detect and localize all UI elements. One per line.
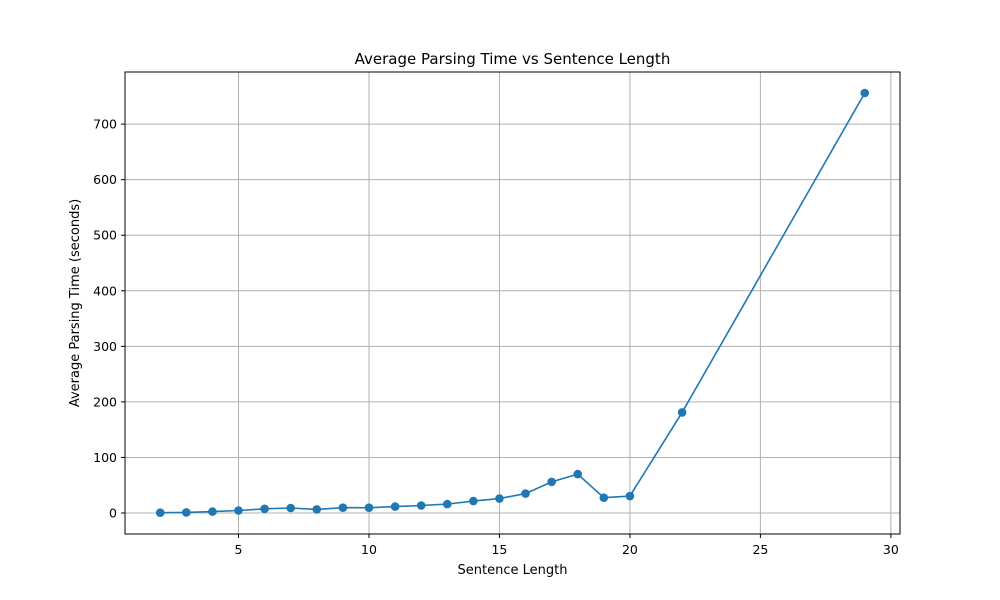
data-point — [208, 507, 217, 516]
y-tick-label: 700 — [93, 117, 117, 132]
grid — [125, 72, 900, 534]
y-tick-label: 500 — [93, 228, 117, 243]
data-point — [469, 496, 478, 506]
plot-frame — [124, 71, 901, 535]
x-tick-label: 30 — [883, 542, 899, 557]
x-tick-label: 10 — [361, 542, 377, 557]
y-tick-label: 400 — [93, 283, 117, 298]
data-point — [182, 508, 191, 517]
data-point — [495, 494, 504, 503]
chart-title: Average Parsing Time vs Sentence Length — [355, 50, 671, 68]
x-axis-label: Sentence Length — [458, 563, 568, 578]
y-tick-label: 300 — [93, 339, 117, 354]
data-point — [338, 503, 348, 513]
data-point — [260, 504, 269, 514]
data-point — [390, 502, 400, 511]
data-point — [155, 508, 165, 518]
data-point — [677, 408, 687, 417]
x-tick-label: 20 — [622, 542, 638, 557]
y-axis-label: Average Parsing Time (seconds) — [68, 199, 83, 407]
y-tick-label: 0 — [109, 506, 117, 521]
y-tick-label: 200 — [93, 394, 117, 409]
x-tick-label: 15 — [491, 542, 507, 557]
y-tick-label: 600 — [93, 172, 117, 187]
series-line-group — [155, 88, 870, 518]
data-point — [442, 499, 452, 509]
data-point — [416, 501, 426, 510]
data-point — [860, 88, 870, 98]
data-point — [573, 469, 583, 479]
x-tick-label: 25 — [752, 542, 768, 557]
data-point — [547, 477, 556, 487]
data-point — [286, 503, 295, 513]
data-point — [312, 505, 322, 514]
x-tick-label: 5 — [235, 542, 243, 557]
data-point — [521, 489, 530, 498]
data-point — [364, 503, 374, 513]
data-point — [625, 491, 635, 501]
series-line-0 — [160, 92, 866, 514]
data-point — [599, 493, 609, 503]
y-tick-label: 100 — [93, 450, 117, 465]
data-point — [234, 506, 243, 515]
